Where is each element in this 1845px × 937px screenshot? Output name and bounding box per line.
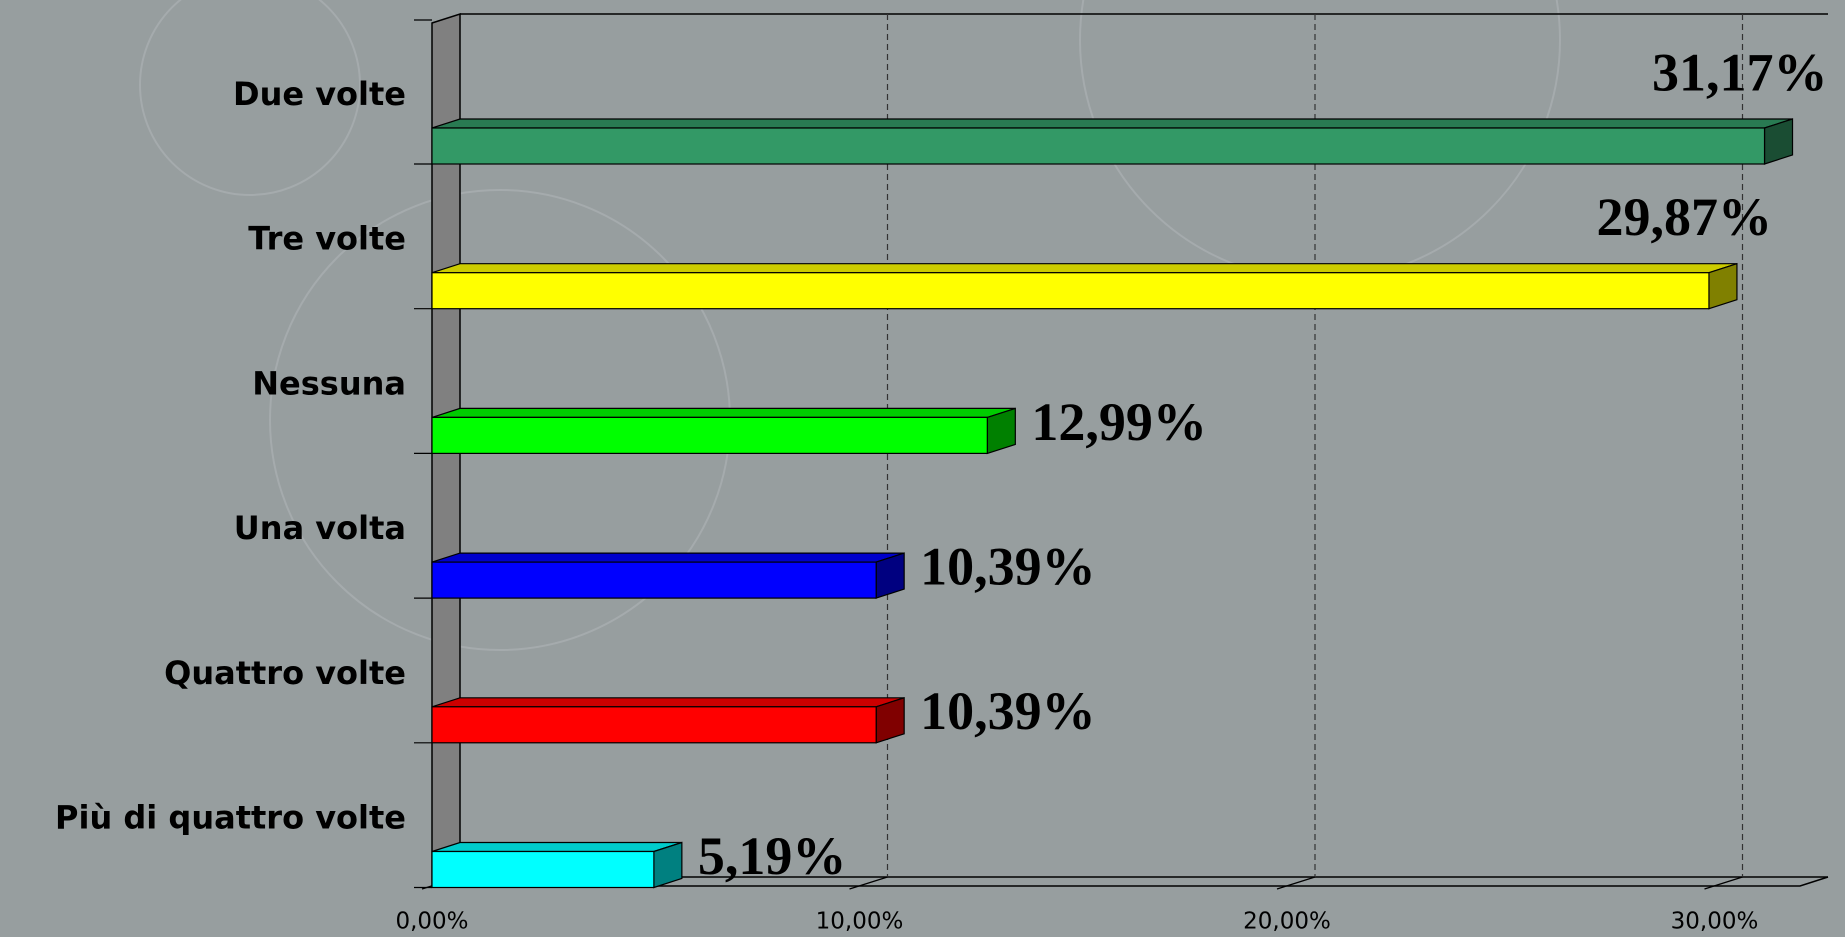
bar [431, 850, 655, 889]
value-label: 12,99% [1031, 392, 1207, 452]
value-label: 10,39% [920, 536, 1096, 596]
bar-top [431, 841, 683, 853]
x-tick-mark [1704, 876, 1743, 890]
x-tick-mark [1276, 876, 1316, 890]
category-label: Più di quattro volte [55, 799, 406, 837]
x-tick-label: 30,00% [1671, 909, 1759, 935]
category-label: Quattro volte [164, 654, 406, 692]
bar [431, 561, 877, 599]
value-label: 31,17% [1652, 42, 1828, 102]
x-tick-label: 10,00% [816, 909, 904, 935]
value-label: 29,87% [1596, 187, 1772, 247]
x-tick-label: 20,00% [1243, 909, 1331, 935]
x-tick-label: 0,00% [395, 909, 468, 935]
bar [431, 127, 1766, 165]
bar [431, 416, 988, 454]
bar-top [431, 118, 1793, 129]
category-label: Tre volte [248, 220, 406, 258]
bar-top [431, 407, 1016, 418]
bar [431, 272, 1710, 310]
value-label: 10,39% [920, 681, 1096, 741]
category-label: Due volte [233, 75, 406, 113]
bar-top [431, 263, 1738, 274]
category-label: Una volta [234, 509, 406, 547]
value-label: 5,19% [698, 826, 847, 886]
bar-top [431, 552, 905, 563]
bar [431, 706, 877, 744]
floor-edge [432, 876, 1829, 887]
category-label: Nessuna [252, 364, 406, 402]
bar-top [431, 697, 905, 708]
x-tick-mark [849, 876, 888, 890]
